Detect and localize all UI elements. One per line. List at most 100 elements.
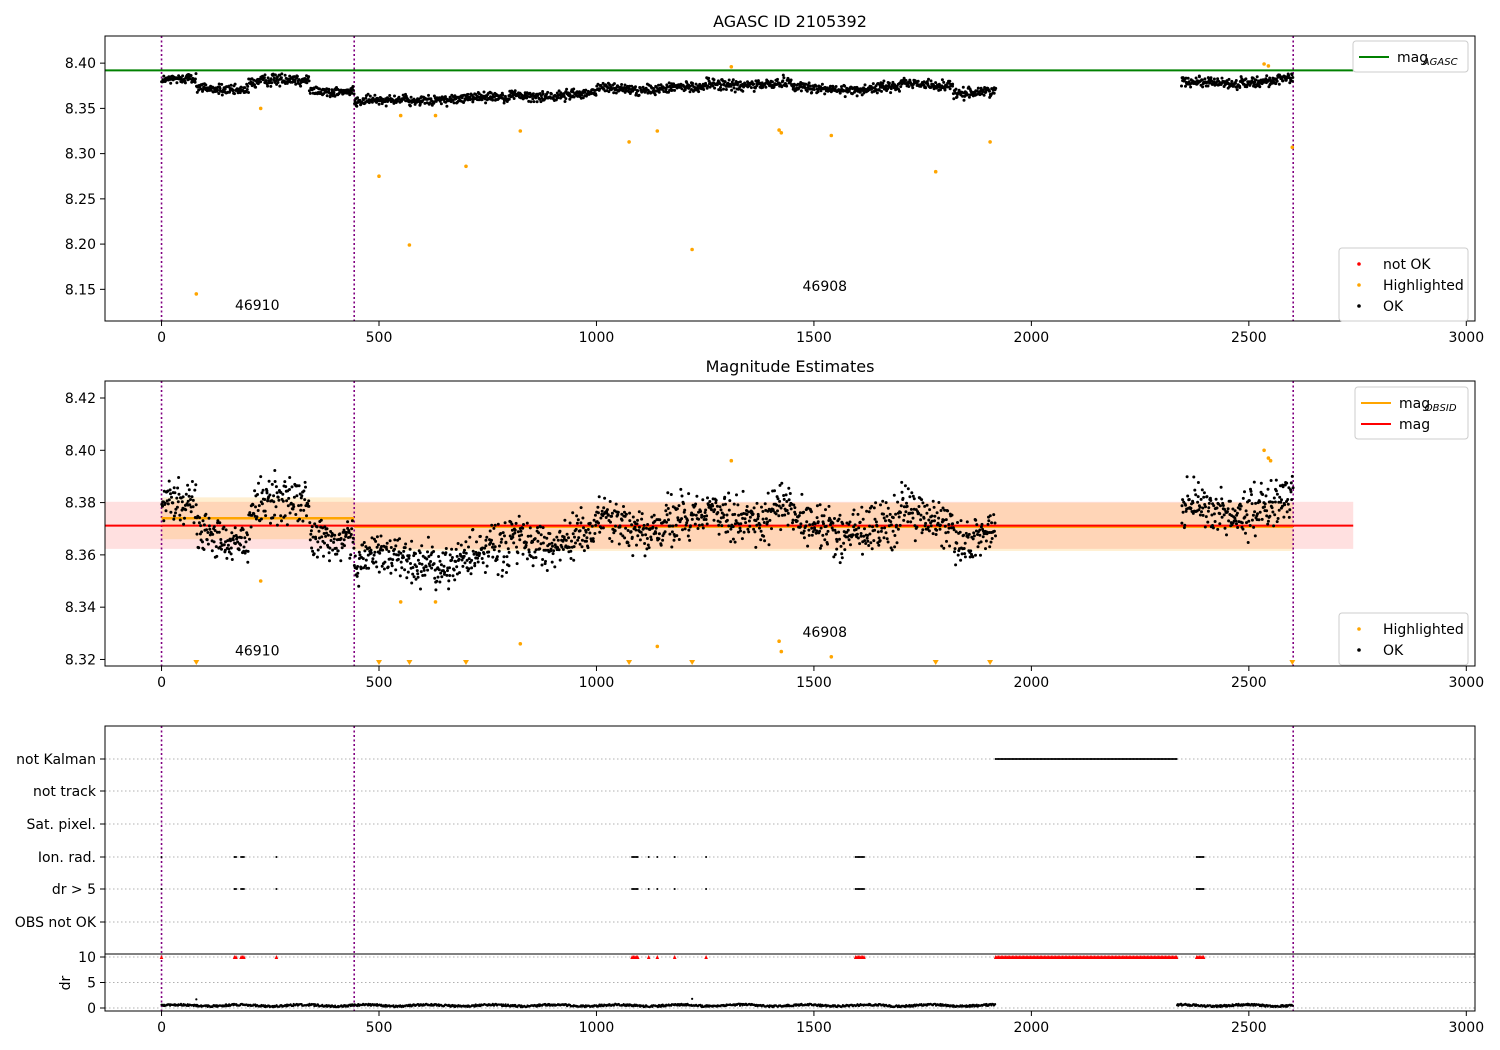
ok-point <box>872 539 876 543</box>
ok-point <box>307 75 311 79</box>
ok-point <box>363 549 367 553</box>
ok-point <box>1291 76 1295 79</box>
ok-point <box>162 74 166 78</box>
ok-point <box>1289 481 1293 485</box>
ok-point <box>259 517 263 521</box>
ok-point <box>505 571 508 574</box>
ok-point <box>189 510 193 514</box>
ok-point <box>733 90 737 94</box>
ok-point <box>781 79 785 83</box>
ok-point <box>227 547 231 551</box>
ok-point <box>515 545 518 549</box>
ok-point <box>305 81 309 85</box>
ok-point <box>867 544 871 547</box>
ok-point <box>739 522 743 526</box>
ok-point <box>202 523 206 527</box>
ok-point <box>541 92 545 96</box>
ok-point <box>713 86 717 90</box>
ok-point <box>292 505 296 509</box>
ok-point <box>924 521 928 525</box>
ok-point <box>889 520 893 524</box>
ok-point <box>180 500 184 504</box>
ok-point <box>481 561 485 565</box>
ok-point <box>1281 485 1285 489</box>
ok-point <box>663 530 667 534</box>
ok-point <box>191 505 195 509</box>
ok-point <box>263 498 267 501</box>
ok-point <box>223 548 227 552</box>
ok-point <box>596 511 600 515</box>
ok-point <box>367 566 371 570</box>
ok-point <box>448 574 452 577</box>
ok-point <box>849 543 852 547</box>
ok-point <box>1286 502 1290 506</box>
ok-point <box>507 97 511 101</box>
ok-point <box>727 508 731 512</box>
ok-point <box>670 545 674 549</box>
ok-point <box>962 98 966 102</box>
ok-point <box>313 522 317 526</box>
ok-point <box>496 573 500 577</box>
ok-point <box>324 534 328 538</box>
ok-point <box>840 552 844 556</box>
ok-point <box>961 85 965 89</box>
flag-point <box>1060 758 1063 760</box>
flag-point <box>1012 758 1015 760</box>
ok-point <box>826 542 829 546</box>
ok-point <box>473 564 477 568</box>
ok-point <box>1189 506 1193 510</box>
ok-point <box>909 520 913 524</box>
ok-point <box>696 87 700 91</box>
ok-point <box>739 529 742 533</box>
ok-point <box>1250 518 1254 522</box>
ok-point <box>491 98 495 102</box>
ok-point <box>502 101 506 105</box>
ok-point <box>350 527 354 531</box>
ok-point <box>862 91 866 95</box>
ok-point <box>873 528 877 532</box>
ok-point <box>671 524 675 528</box>
ok-point <box>614 91 618 95</box>
ok-point <box>1184 509 1188 513</box>
ok-point <box>374 539 378 543</box>
ok-point <box>758 523 762 527</box>
ok-point <box>288 476 292 479</box>
ok-point <box>373 93 377 97</box>
ok-point <box>912 497 916 501</box>
ok-point <box>526 534 530 538</box>
ok-point <box>482 90 486 94</box>
flag-point <box>1074 758 1076 760</box>
ok-point <box>212 540 216 544</box>
flag-point <box>1202 856 1205 858</box>
flag-point <box>1118 758 1121 760</box>
ok-point <box>480 546 484 550</box>
legend-label: Highlighted <box>1383 278 1464 294</box>
flag-point <box>1145 758 1147 760</box>
ok-point <box>356 565 360 568</box>
ok-point <box>1285 510 1289 514</box>
ok-point <box>602 506 606 510</box>
flag-point <box>636 856 639 858</box>
ok-point <box>622 505 625 508</box>
ok-point <box>565 87 569 91</box>
ok-point <box>736 503 740 507</box>
flag-point <box>1138 758 1141 760</box>
ok-point <box>826 529 830 533</box>
ok-point <box>454 560 458 563</box>
ok-point <box>680 87 684 91</box>
ok-point <box>719 88 723 92</box>
ok-point <box>319 545 323 549</box>
ok-point <box>752 527 756 531</box>
highlighted-point <box>627 140 631 144</box>
ok-point <box>927 518 931 522</box>
flag-point <box>1071 758 1074 760</box>
ok-point <box>408 104 412 108</box>
ok-point <box>666 491 670 495</box>
ok-point <box>685 521 689 525</box>
ok-point <box>376 543 380 547</box>
ok-point <box>1181 498 1185 502</box>
flag-point <box>275 888 278 890</box>
ok-point <box>824 508 827 512</box>
ok-point <box>1287 515 1291 519</box>
y-tick-label: 8.15 <box>65 282 96 298</box>
